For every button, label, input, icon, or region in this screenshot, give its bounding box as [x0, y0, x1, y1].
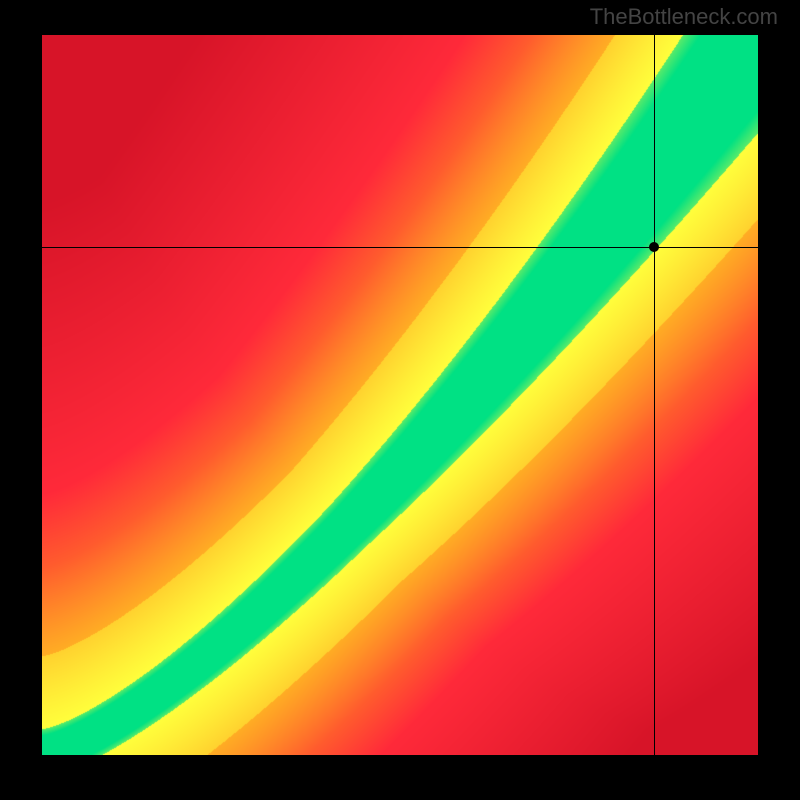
watermark-text: TheBottleneck.com [590, 4, 778, 30]
crosshair-vertical [654, 35, 655, 755]
heatmap-plot [42, 35, 758, 755]
heatmap-canvas [42, 35, 758, 755]
root: TheBottleneck.com [0, 0, 800, 800]
crosshair-marker [649, 242, 659, 252]
